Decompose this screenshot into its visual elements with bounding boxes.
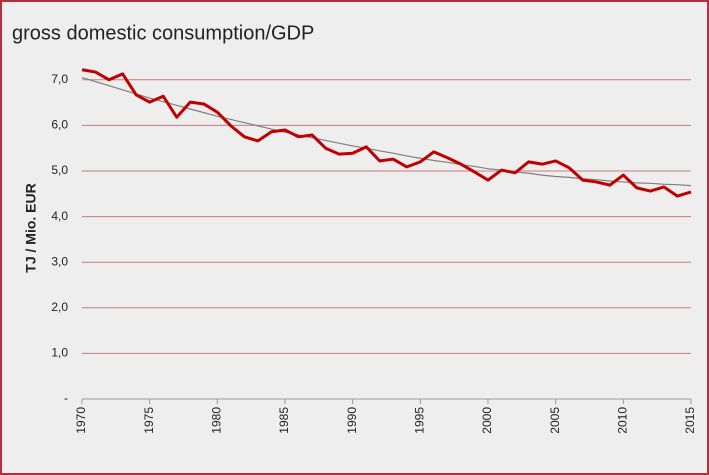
y-tick-label: 5,0 <box>51 163 68 177</box>
x-tick-label: 1995 <box>413 407 427 434</box>
y-tick-label: 1,0 <box>51 346 68 360</box>
data-line <box>81 68 692 198</box>
x-tick-label: 2000 <box>480 407 494 434</box>
y-tick-label: 6,0 <box>51 118 68 132</box>
data-line <box>81 76 692 187</box>
x-tick-label: 2005 <box>548 407 562 434</box>
y-tick-label: 3,0 <box>51 254 68 268</box>
x-tick-label: 1975 <box>142 407 156 434</box>
x-tick-label: 2015 <box>683 407 697 434</box>
x-tick-label: 2010 <box>616 407 630 434</box>
y-tick-label: 7,0 <box>51 72 68 86</box>
x-tick-label: 1985 <box>277 407 291 434</box>
y-tick-label: - <box>64 391 68 405</box>
y-axis-label: TJ / Mio. EUR <box>23 183 39 272</box>
y-tick-label: 2,0 <box>51 300 68 314</box>
y-tick-label: 4,0 <box>51 209 68 223</box>
x-tick-label: 1970 <box>74 407 88 434</box>
x-tick-label: 1990 <box>345 407 359 434</box>
x-tick-label: 1980 <box>210 407 224 434</box>
chart-title: gross domestic consumption/GDP <box>12 22 314 44</box>
